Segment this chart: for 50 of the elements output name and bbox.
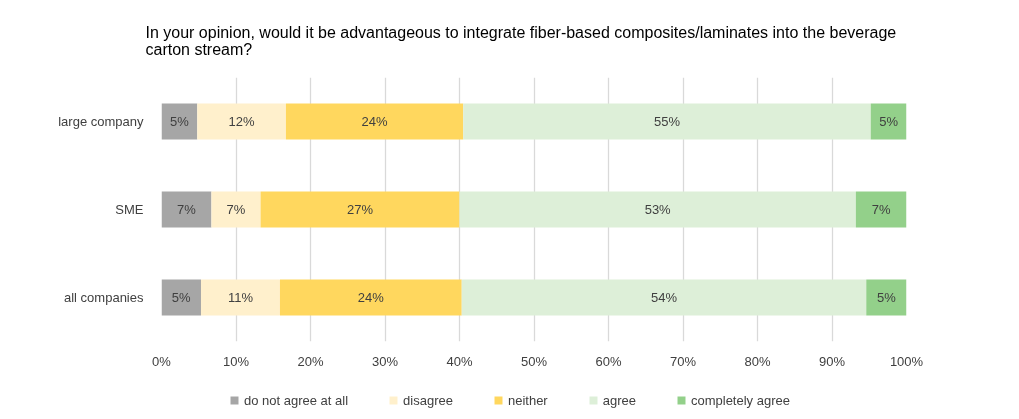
legend-label: agree: [602, 392, 636, 408]
data-label: 7%: [871, 202, 892, 217]
bar: [463, 103, 871, 140]
data-label: 12%: [228, 114, 256, 129]
x-tick-label: 20%: [297, 353, 324, 369]
data-label: 55%: [653, 114, 681, 129]
data-label: 7%: [226, 202, 246, 217]
data-label: 7%: [177, 202, 197, 217]
y-tick-label: SME: [115, 202, 144, 217]
x-tick-label: 30%: [371, 353, 399, 369]
bar: [866, 279, 907, 316]
data-label: 5%: [876, 290, 897, 305]
data-label: 27%: [347, 202, 374, 217]
bar: [285, 103, 464, 140]
x-tick-label: 80%: [744, 353, 771, 369]
x-tick-label: 60%: [595, 353, 622, 369]
data-label: 11%: [227, 290, 254, 305]
bar: [855, 191, 907, 228]
y-tick-label: all companies: [64, 290, 144, 305]
bar: [260, 191, 460, 228]
bar: [459, 191, 856, 228]
data-label: 5%: [879, 114, 899, 129]
x-tick-label: 40%: [446, 353, 473, 369]
legend-label: completely agree: [690, 392, 790, 408]
x-tick-label: 90%: [818, 353, 846, 369]
bar: [211, 191, 261, 228]
bar: [870, 103, 907, 140]
bar: [197, 103, 286, 140]
chart-title: In your opinion, would it be advantageous to integrate fiber-based composites/laminates into the beverage carton stream?: [145, 23, 897, 58]
bar: [461, 279, 867, 316]
x-tick-label: 70%: [669, 353, 697, 369]
data-label: 24%: [361, 114, 389, 129]
data-label: 53%: [644, 202, 672, 217]
y-tick-label: large company: [58, 114, 144, 129]
x-tick-label: 10%: [222, 353, 250, 369]
bar: [200, 279, 280, 316]
bar: [279, 279, 462, 316]
x-tick-label: 100%: [889, 353, 924, 369]
legend-label: disagree: [403, 392, 453, 408]
data-label: 5%: [169, 114, 190, 129]
data-label: 24%: [357, 290, 385, 305]
data-label: 5%: [171, 290, 192, 305]
x-tick-label: 50%: [520, 353, 548, 369]
bar: [161, 191, 212, 228]
data-label: 54%: [650, 290, 678, 305]
legend-label: do not agree at all: [244, 392, 349, 408]
bar: [161, 103, 198, 140]
legend-label: neither: [507, 392, 548, 408]
x-tick-label: 0%: [152, 353, 172, 369]
bar: [161, 279, 201, 316]
